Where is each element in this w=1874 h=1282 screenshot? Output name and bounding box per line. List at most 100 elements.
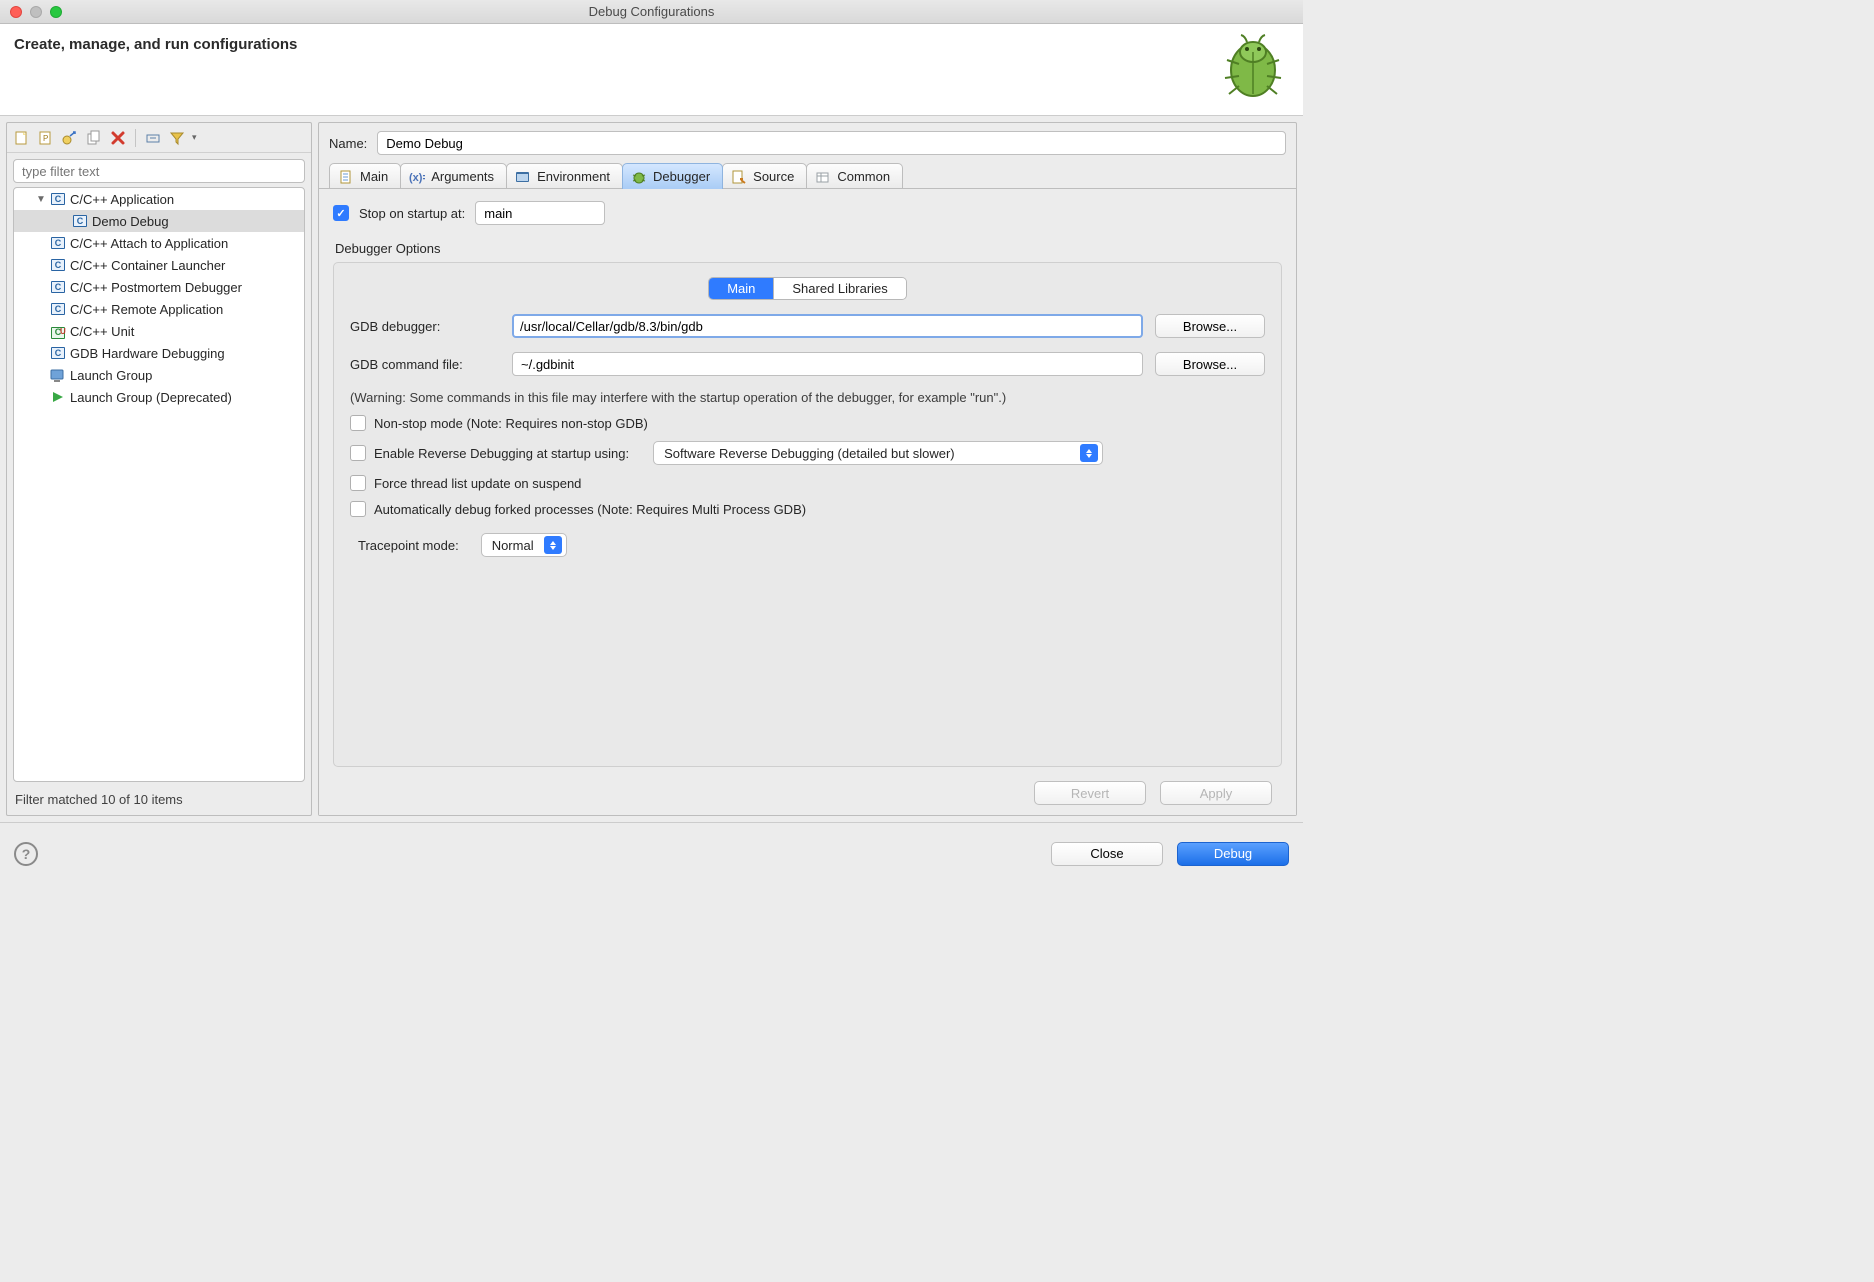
node-icon: C	[50, 257, 66, 273]
tab-arguments[interactable]: (x)= Arguments	[400, 163, 507, 189]
tree-item-label: GDB Hardware Debugging	[70, 346, 225, 361]
tree-item-label: C/C++ Container Launcher	[70, 258, 225, 273]
revert-button[interactable]: Revert	[1034, 781, 1146, 805]
node-icon: C	[50, 279, 66, 295]
duplicate-icon[interactable]	[85, 129, 103, 147]
arguments-tab-icon: (x)=	[409, 169, 425, 185]
node-icon	[50, 367, 66, 383]
debugger-tab-icon	[631, 169, 647, 185]
tab-source[interactable]: Source	[722, 163, 807, 189]
chevron-updown-icon	[1080, 444, 1098, 462]
stop-on-startup-checkbox[interactable]	[333, 205, 349, 221]
node-icon: C	[50, 235, 66, 251]
common-tab-icon	[815, 169, 831, 185]
gdb-cmdfile-label: GDB command file:	[350, 357, 500, 372]
tab-label: Arguments	[431, 169, 494, 184]
window-title: Debug Configurations	[0, 4, 1303, 19]
tab-common[interactable]: Common	[806, 163, 903, 189]
node-icon: CU	[50, 323, 66, 339]
tracepoint-select[interactable]: Normal	[481, 533, 567, 557]
help-icon[interactable]: ?	[14, 842, 38, 866]
export-icon[interactable]	[61, 129, 79, 147]
bug-icon	[1213, 30, 1285, 102]
header: Create, manage, and run configurations	[0, 24, 1303, 116]
tree-item-label: Launch Group (Deprecated)	[70, 390, 232, 405]
node-icon: C	[72, 213, 88, 229]
main-tab-icon	[338, 169, 354, 185]
environment-tab-icon	[515, 169, 531, 185]
debugger-options-label: Debugger Options	[335, 241, 1282, 256]
nonstop-label: Non-stop mode (Note: Requires non-stop G…	[374, 416, 648, 431]
tree-item-label: Demo Debug	[92, 214, 169, 229]
reverse-label: Enable Reverse Debugging at startup usin…	[374, 446, 629, 461]
gdb-cmdfile-browse-button[interactable]: Browse...	[1155, 352, 1265, 376]
sidebar-toolbar: P ▾	[7, 123, 311, 153]
sidebar: P ▾ ▼CC/C++ ApplicationCDemo DebugCC/C++…	[6, 122, 312, 816]
debugger-subtabs: Main Shared Libraries	[708, 277, 907, 300]
tree-item-label: C/C++ Postmortem Debugger	[70, 280, 242, 295]
close-button[interactable]: Close	[1051, 842, 1163, 866]
tree-item[interactable]: C C/C++ Remote Application	[14, 298, 304, 320]
reverse-checkbox[interactable]	[350, 445, 366, 461]
stop-on-startup-label: Stop on startup at:	[359, 206, 465, 221]
tree-item-label: Launch Group	[70, 368, 152, 383]
tab-main[interactable]: Main	[329, 163, 401, 189]
tab-environment[interactable]: Environment	[506, 163, 623, 189]
tree-item-label: C/C++ Remote Application	[70, 302, 223, 317]
forcethread-checkbox[interactable]	[350, 475, 366, 491]
filter-icon[interactable]	[168, 129, 186, 147]
filter-status: Filter matched 10 of 10 items	[7, 788, 311, 815]
tracepoint-value: Normal	[492, 538, 534, 553]
delete-icon[interactable]	[109, 129, 127, 147]
tree-item[interactable]: C Demo Debug	[14, 210, 304, 232]
new-config-icon[interactable]	[13, 129, 31, 147]
separator	[135, 129, 136, 147]
tree-item[interactable]: CUC/C++ Unit	[14, 320, 304, 342]
apply-button[interactable]: Apply	[1160, 781, 1272, 805]
config-name-input[interactable]	[377, 131, 1286, 155]
tree-item[interactable]: Launch Group (Deprecated)	[14, 386, 304, 408]
autofork-checkbox[interactable]	[350, 501, 366, 517]
node-icon: C	[50, 301, 66, 317]
debugger-tab-body: Stop on startup at: Debugger Options Mai…	[319, 188, 1296, 815]
subtab-shared-libraries[interactable]: Shared Libraries	[773, 278, 905, 299]
tab-label: Environment	[537, 169, 610, 184]
debug-button[interactable]: Debug	[1177, 842, 1289, 866]
tree-item-label: C/C++ Application	[70, 192, 174, 207]
tab-label: Common	[837, 169, 890, 184]
name-label: Name:	[329, 136, 367, 151]
nonstop-checkbox[interactable]	[350, 415, 366, 431]
gdb-cmdfile-input[interactable]	[512, 352, 1143, 376]
new-prototype-icon[interactable]: P	[37, 129, 55, 147]
tree-item[interactable]: C C/C++ Container Launcher	[14, 254, 304, 276]
autofork-label: Automatically debug forked processes (No…	[374, 502, 806, 517]
config-editor: Name: Main (x)= Arguments Environment Debugg…	[318, 122, 1297, 816]
gdb-debugger-label: GDB debugger:	[350, 319, 500, 334]
filter-input[interactable]	[13, 159, 305, 183]
forcethread-label: Force thread list update on suspend	[374, 476, 581, 491]
chevron-updown-icon	[544, 536, 562, 554]
debugger-options-group: Main Shared Libraries GDB debugger: Brow…	[333, 262, 1282, 767]
collapse-all-icon[interactable]	[144, 129, 162, 147]
reverse-select[interactable]: Software Reverse Debugging (detailed but…	[653, 441, 1103, 465]
node-icon: C	[50, 345, 66, 361]
tab-label: Main	[360, 169, 388, 184]
cmdfile-warning: (Warning: Some commands in this file may…	[350, 390, 1265, 405]
gdb-debugger-input[interactable]	[512, 314, 1143, 338]
node-icon	[50, 389, 66, 405]
tab-label: Source	[753, 169, 794, 184]
tree-item[interactable]: C GDB Hardware Debugging	[14, 342, 304, 364]
tab-debugger[interactable]: Debugger	[622, 163, 723, 189]
stop-on-startup-input[interactable]	[475, 201, 605, 225]
tab-label: Debugger	[653, 169, 710, 184]
tabbar: Main (x)= Arguments Environment Debugger Sour…	[319, 161, 1296, 189]
subtab-main[interactable]: Main	[709, 278, 773, 299]
config-tree[interactable]: ▼CC/C++ Application C Demo Debug CC/C++ Att…	[13, 187, 305, 782]
tree-item[interactable]: ▼CC/C++ Application	[14, 188, 304, 210]
tree-item[interactable]: CC/C++ Attach to Application	[14, 232, 304, 254]
svg-text:(x)=: (x)=	[409, 172, 425, 184]
tree-item[interactable]: Launch Group	[14, 364, 304, 386]
gdb-debugger-browse-button[interactable]: Browse...	[1155, 314, 1265, 338]
source-tab-icon	[731, 169, 747, 185]
tree-item[interactable]: C C/C++ Postmortem Debugger	[14, 276, 304, 298]
